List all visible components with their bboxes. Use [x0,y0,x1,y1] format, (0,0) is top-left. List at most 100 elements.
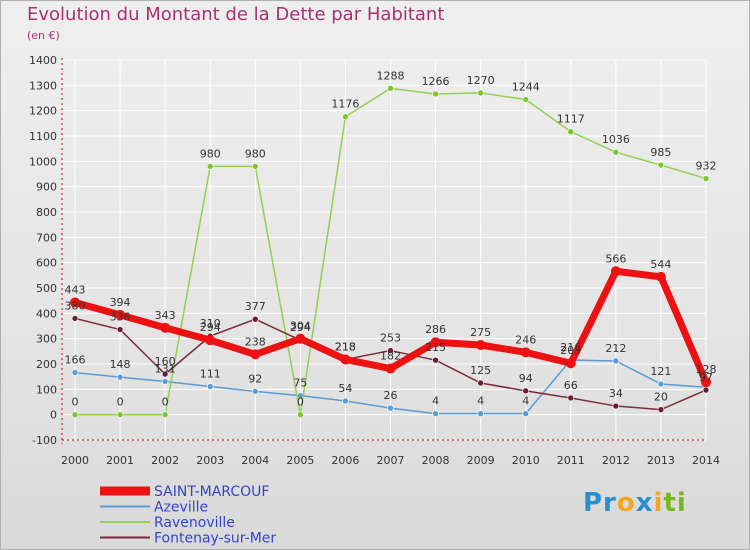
data-label: 544 [650,258,671,271]
data-label: 148 [110,358,131,371]
data-point [71,315,79,322]
data-label: 66 [564,379,578,392]
legend-label: Fontenay-sur-Mer [154,531,276,547]
data-point [520,347,531,358]
data-point [432,356,439,364]
data-label: 34 [609,387,623,400]
data-label: 238 [245,335,266,348]
data-point [655,271,666,282]
data-label: 0 [72,396,79,409]
data-label: 294 [290,321,311,334]
legend-label: Ravenoville [154,515,235,531]
data-point [161,378,169,385]
data-label: 182 [380,350,401,363]
x-tick-label: 2004 [241,454,269,467]
data-label: 275 [470,326,491,339]
data-label: 980 [200,147,221,160]
x-tick-label: 2001 [106,454,134,467]
x-tick-label: 2002 [151,454,179,467]
data-label: 343 [155,309,176,322]
data-point [522,96,530,103]
x-tick-label: 2014 [692,454,720,467]
y-tick-label: 700 [36,231,57,244]
data-label: 92 [248,372,262,385]
data-label: 218 [335,340,356,353]
data-label: 380 [65,299,86,312]
x-tick-label: 2006 [331,454,359,467]
x-tick-label: 2011 [557,454,585,467]
data-label: 218 [335,340,356,353]
data-point [612,148,620,156]
x-tick-label: 2003 [196,454,224,467]
data-point [160,322,171,333]
y-tick-label: 1200 [29,105,57,118]
data-point [657,161,665,169]
data-label: 1036 [602,133,630,146]
data-label: 166 [65,354,86,367]
data-label: 97 [699,371,713,384]
data-label: 246 [515,333,536,346]
x-tick-label: 2012 [602,454,630,467]
data-label: 443 [65,283,86,296]
y-tick-label: 600 [36,257,57,270]
data-label: 4 [432,395,439,408]
data-point [432,410,439,417]
chart-title: Evolution du Montant de la Dette par Hab… [27,4,445,25]
data-label: 394 [110,296,131,309]
y-tick-label: 800 [36,206,57,219]
data-label: 0 [117,396,124,409]
logo-letters: x [635,488,654,518]
data-point [567,128,575,135]
data-label: 932 [696,160,717,173]
x-tick-label: 2000 [61,454,89,467]
data-point [612,357,620,365]
x-tick-label: 2009 [467,454,495,467]
data-point [657,406,665,413]
data-label: 1270 [467,74,495,87]
data-point [71,369,79,376]
y-tick-label: 1300 [29,79,57,92]
logo-letters: i [676,488,687,518]
data-point [430,337,441,348]
logo-letters: o [616,488,636,518]
x-tick-label: 2007 [377,454,405,467]
data-point [702,175,710,182]
data-point [115,309,126,320]
y-tick-label: -100 [32,434,57,447]
data-point [475,340,486,350]
data-point [387,347,394,354]
data-label: 94 [519,372,533,385]
data-label: 253 [380,332,401,345]
data-label: 1176 [331,98,359,111]
data-label: 160 [155,355,176,368]
data-label: 75 [293,377,307,390]
data-label: 294 [200,321,221,334]
data-point [205,335,216,346]
data-label: 111 [200,368,221,381]
data-point [567,394,575,402]
data-label: 0 [297,396,304,409]
data-point [251,163,259,170]
data-label: 216 [560,341,581,354]
data-label: 203 [560,344,581,357]
y-tick-label: 500 [36,282,57,295]
chart-subtitle: (en €) [27,29,60,42]
data-point [477,410,484,417]
data-point [342,397,349,405]
data-label: 985 [650,146,671,159]
data-point [251,315,259,323]
y-tick-label: 900 [36,181,57,194]
data-point [701,377,711,388]
data-point [612,402,620,410]
data-point [342,113,349,121]
y-tick-label: 1400 [29,54,57,67]
data-point [477,89,484,97]
legend-label: SAINT-MARCOUF [154,484,269,500]
data-point [657,380,665,388]
logo-letters: i [653,488,664,518]
data-label: 4 [477,395,484,408]
data-label: 215 [425,341,446,354]
y-tick-label: 0 [50,409,57,422]
data-label: 121 [650,365,671,378]
data-point [432,90,439,98]
